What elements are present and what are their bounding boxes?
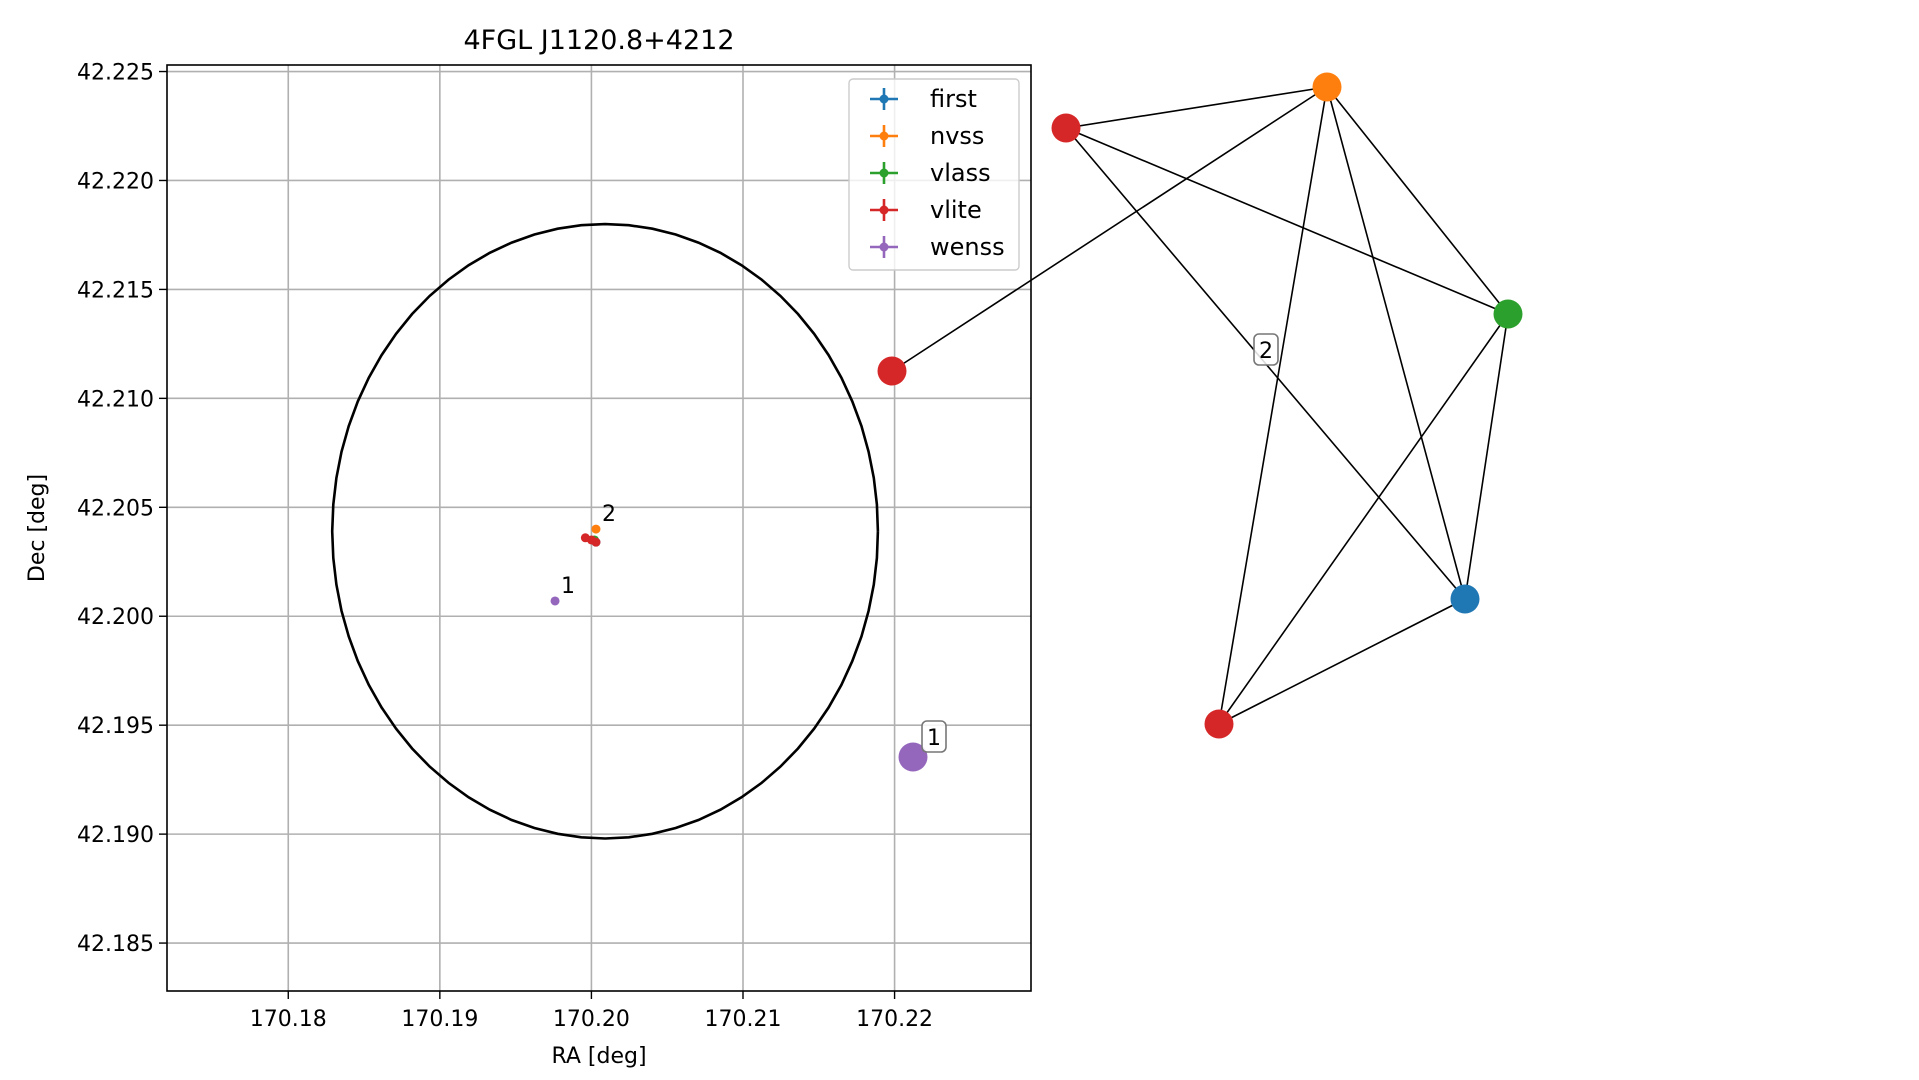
graph-node-nvss bbox=[1312, 72, 1342, 102]
legend-label: first bbox=[930, 85, 977, 113]
graph-node-vlite_a bbox=[1051, 113, 1081, 143]
y-tick-label: 42.195 bbox=[77, 714, 154, 739]
graph-edge bbox=[1065, 86, 1328, 129]
graph-edge bbox=[1326, 86, 1509, 315]
y-tick-label: 42.200 bbox=[77, 605, 154, 630]
graph-node-label: 2 bbox=[1253, 333, 1279, 366]
point-annotation: 1 bbox=[561, 574, 575, 599]
graph-edge bbox=[1218, 598, 1466, 725]
legend: first nvss vlass vlite wenss bbox=[848, 78, 1020, 271]
legend-label: wenss bbox=[930, 233, 1005, 261]
x-axis-ticks: 170.18 170.19 170.20 170.21 170.22 bbox=[250, 991, 933, 1032]
graph-edges bbox=[891, 86, 1509, 725]
y-tick-label: 42.190 bbox=[77, 823, 154, 848]
legend-item-vlite: vlite bbox=[870, 196, 982, 224]
x-tick-label: 170.18 bbox=[250, 1007, 327, 1032]
legend-item-wenss: wenss bbox=[870, 233, 1005, 261]
graph-labels: 21 bbox=[921, 333, 1279, 753]
legend-dot-vlite bbox=[879, 205, 889, 215]
error-ellipse bbox=[330, 222, 880, 840]
y-axis-label: Dec [deg] bbox=[25, 474, 50, 582]
graph-node-vlite_b bbox=[877, 356, 907, 386]
graph-nodes bbox=[877, 72, 1523, 772]
y-tick-label: 42.210 bbox=[77, 387, 154, 412]
graph-label-box bbox=[1253, 333, 1279, 366]
x-tick-label: 170.19 bbox=[401, 1007, 478, 1032]
legend-box bbox=[848, 78, 1020, 271]
graph-node-vlass bbox=[1493, 299, 1523, 329]
legend-label: nvss bbox=[930, 122, 984, 150]
graph-label-text: 2 bbox=[1259, 339, 1273, 364]
legend-dot-wenss bbox=[879, 242, 889, 252]
graph-node-label: 1 bbox=[921, 720, 947, 753]
graph-edge bbox=[1218, 313, 1509, 725]
y-tick-label: 42.225 bbox=[77, 61, 154, 86]
y-axis-ticks: 42.185 42.190 42.195 42.200 42.205 42.210 42.2… bbox=[77, 61, 167, 957]
graph-edge bbox=[1218, 86, 1328, 725]
point-vlite bbox=[591, 537, 601, 547]
graph-node-vlite_c bbox=[1204, 709, 1234, 739]
graph-edge bbox=[1065, 127, 1509, 315]
x-tick-label: 170.21 bbox=[705, 1007, 782, 1032]
graph-label-text: 1 bbox=[927, 726, 941, 751]
legend-item-first: first bbox=[870, 85, 977, 113]
legend-dot-first bbox=[879, 94, 889, 104]
point-annotation: 2 bbox=[602, 502, 616, 527]
point-annotations: 21 bbox=[561, 502, 616, 599]
point-nvss bbox=[591, 524, 601, 534]
chart-title: 4FGL J1120.8+4212 bbox=[463, 25, 734, 56]
data-points bbox=[550, 524, 601, 606]
graph-edge bbox=[1326, 86, 1466, 600]
legend-label: vlass bbox=[930, 159, 991, 187]
x-tick-label: 170.20 bbox=[553, 1007, 630, 1032]
graph-edge bbox=[891, 86, 1328, 372]
y-tick-label: 42.220 bbox=[77, 169, 154, 194]
graph-node-first bbox=[1450, 584, 1480, 614]
graph-edge bbox=[1464, 313, 1509, 600]
point-wenss bbox=[550, 596, 560, 606]
graph-label-box bbox=[921, 720, 947, 753]
legend-label: vlite bbox=[930, 196, 982, 224]
localization-ellipse bbox=[330, 222, 880, 840]
legend-item-vlass: vlass bbox=[870, 159, 991, 187]
x-tick-label: 170.22 bbox=[856, 1007, 933, 1032]
graph-node-wenss bbox=[898, 742, 928, 772]
legend-dot-vlass bbox=[879, 168, 889, 178]
legend-item-nvss: nvss bbox=[870, 122, 984, 150]
y-tick-label: 42.205 bbox=[77, 496, 154, 521]
x-axis-label: RA [deg] bbox=[551, 1044, 646, 1069]
axes-frame bbox=[166, 64, 1032, 992]
scatter-chart: 21 170.18 170.19 170.20 170.21 170.22 42.185… bbox=[25, 25, 1032, 1069]
network-graph: 21 bbox=[877, 72, 1523, 772]
legend-dot-nvss bbox=[879, 131, 889, 141]
y-tick-label: 42.215 bbox=[77, 278, 154, 303]
y-tick-label: 42.185 bbox=[77, 932, 154, 957]
